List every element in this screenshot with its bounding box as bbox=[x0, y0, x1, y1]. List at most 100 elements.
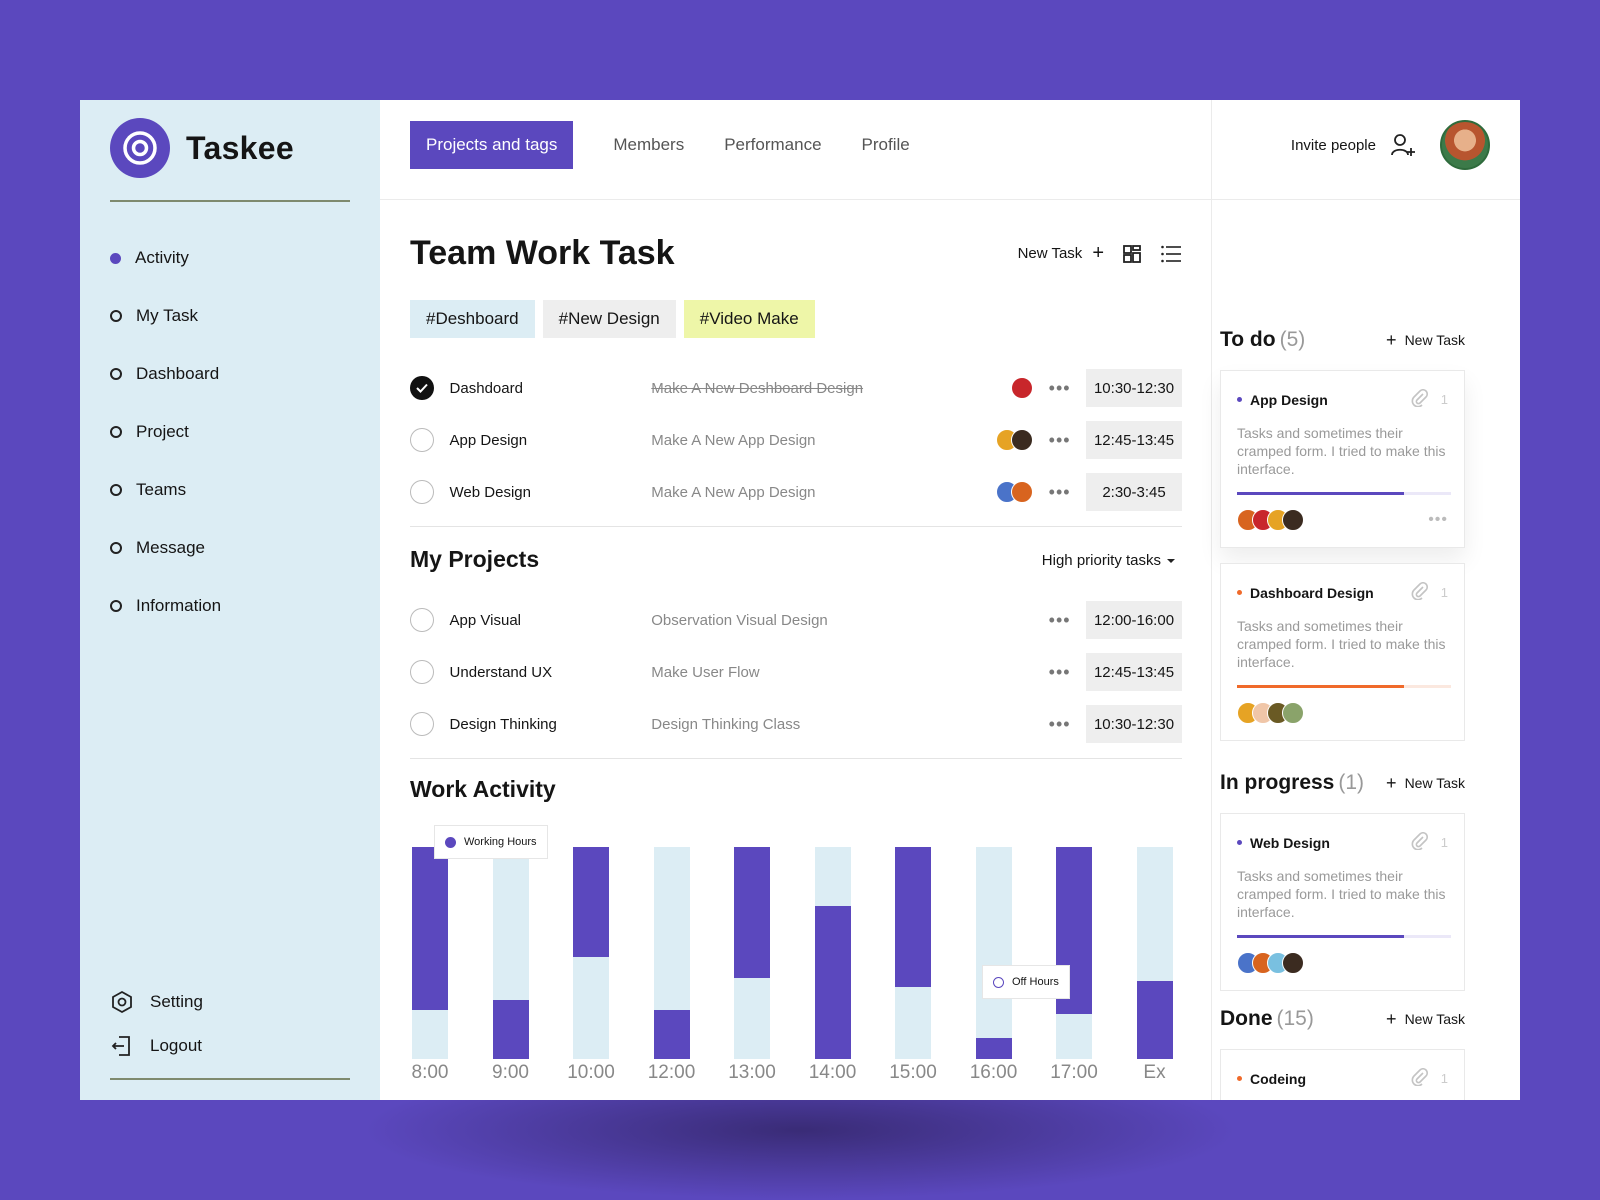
tag-video-make[interactable]: #Video Make bbox=[683, 300, 815, 338]
new-task-button[interactable]: + New Task bbox=[1386, 330, 1465, 351]
bar-segment-off-hours bbox=[975, 847, 1012, 1038]
bar-segment-working-hours bbox=[814, 906, 851, 1059]
work-activity-chart: Working Hours Off Hours 8:00 9:00 10:00 12:… bbox=[410, 825, 1182, 1100]
x-tick-label: 9:00 bbox=[492, 1062, 529, 1083]
logout-button[interactable]: Logout bbox=[110, 1024, 203, 1068]
card-title-text: Codeing bbox=[1250, 1070, 1306, 1087]
my-projects-list: App Visual Observation Visual Design ••• 12… bbox=[410, 594, 1182, 750]
assignee-avatars bbox=[965, 481, 1034, 503]
top-navbar: Projects and tags Members Performance Pr… bbox=[380, 100, 1520, 200]
task-card[interactable]: Web Design 1 Tasks and sometimes their cra… bbox=[1220, 813, 1465, 991]
task-row: App Visual Observation Visual Design ••• 12… bbox=[410, 594, 1182, 646]
task-checkbox[interactable] bbox=[410, 376, 434, 400]
task-time-slot: 12:45-13:45 bbox=[1086, 421, 1182, 459]
plus-icon: + bbox=[1386, 329, 1397, 350]
task-checkbox[interactable] bbox=[410, 480, 434, 504]
sidebar-item-label: Information bbox=[136, 596, 222, 615]
task-card[interactable]: Dashboard Design 1 Tasks and sometimes the… bbox=[1220, 563, 1465, 741]
attachment-count: 1 bbox=[1440, 835, 1448, 850]
avatar[interactable] bbox=[1282, 952, 1304, 974]
priority-filter-dropdown[interactable]: High priority tasks bbox=[1042, 552, 1181, 569]
card-attachments: 1 bbox=[1411, 831, 1448, 853]
avatar[interactable] bbox=[1282, 509, 1304, 531]
paperclip-icon[interactable] bbox=[1411, 831, 1429, 853]
column-header-done: Done (15) + New Task bbox=[1220, 1007, 1465, 1031]
brand[interactable]: Taskee bbox=[110, 118, 294, 178]
more-options-icon[interactable]: ••• bbox=[1048, 609, 1071, 630]
activity-bar bbox=[412, 847, 448, 1059]
tag-deshboard[interactable]: #Deshboard bbox=[410, 300, 535, 338]
x-tick-label: 16:00 bbox=[969, 1062, 1018, 1083]
more-options-icon[interactable]: ••• bbox=[1048, 713, 1071, 734]
task-card[interactable]: Codeing1Tasks and sometimes their crampe… bbox=[1220, 1049, 1465, 1100]
card-header: Codeing 1 bbox=[1237, 1067, 1448, 1089]
tab-members[interactable]: Members bbox=[613, 135, 685, 154]
task-time-slot: 12:45-13:45 bbox=[1086, 653, 1182, 691]
tab-profile[interactable]: Profile bbox=[861, 135, 910, 154]
task-row: Dashdoard Make A New Deshboard Design ••• 1… bbox=[410, 362, 1182, 414]
sidebar-divider-top bbox=[110, 200, 350, 202]
new-task-button[interactable]: + New Task bbox=[1386, 773, 1465, 794]
bar-segment-off-hours bbox=[653, 847, 690, 1011]
new-task-button[interactable]: + New Task bbox=[1386, 1009, 1465, 1030]
new-task-label: New Task bbox=[1404, 332, 1465, 348]
new-task-button[interactable]: New Task bbox=[1017, 245, 1083, 262]
paperclip-icon[interactable] bbox=[1411, 581, 1429, 603]
task-checkbox[interactable] bbox=[410, 608, 434, 632]
avatar[interactable] bbox=[1282, 702, 1304, 724]
task-checkbox[interactable] bbox=[410, 428, 434, 452]
plus-icon[interactable]: + bbox=[1092, 242, 1104, 264]
task-name: Dashdoard bbox=[449, 379, 523, 397]
avatar[interactable] bbox=[1011, 429, 1034, 451]
bar-segment-working-hours bbox=[412, 847, 448, 1011]
grid-view-icon[interactable] bbox=[1122, 244, 1142, 264]
more-options-icon[interactable]: ••• bbox=[1048, 377, 1071, 398]
legend-label: Off Hours bbox=[1012, 976, 1059, 988]
tag-new-design[interactable]: #New Design bbox=[542, 300, 676, 338]
bar-segment-off-hours bbox=[814, 847, 851, 907]
task-card[interactable]: App Design 1 Tasks and sometimes their cra… bbox=[1220, 370, 1465, 548]
task-description: Make User Flow bbox=[651, 663, 760, 681]
more-options-icon[interactable]: ••• bbox=[1048, 429, 1071, 450]
sidebar-item-dashboard[interactable]: Dashboard bbox=[110, 345, 221, 403]
more-options-icon[interactable]: ••• bbox=[1428, 511, 1448, 528]
activity-bar bbox=[1136, 847, 1173, 1059]
my-projects-title: My Projects bbox=[410, 546, 540, 572]
app-window: Taskee Activity My Task Dashboard Projec… bbox=[80, 100, 1520, 1100]
top-right-actions: Invite people bbox=[1291, 120, 1490, 170]
tab-performance[interactable]: Performance bbox=[724, 135, 822, 154]
card-title: App Design bbox=[1237, 392, 1328, 408]
add-user-icon[interactable] bbox=[1390, 132, 1416, 158]
logout-label: Logout bbox=[150, 1036, 202, 1055]
sidebar-item-message[interactable]: Message bbox=[110, 519, 221, 577]
bar-segment-off-hours bbox=[1136, 847, 1173, 981]
invite-people-link[interactable]: Invite people bbox=[1290, 136, 1376, 154]
sidebar-item-information[interactable]: Information bbox=[110, 577, 221, 635]
setting-label: Setting bbox=[150, 992, 203, 1011]
radio-dot-icon bbox=[110, 542, 122, 554]
more-options-icon[interactable]: ••• bbox=[1048, 481, 1071, 502]
status-dot bbox=[1237, 1076, 1242, 1081]
radio-dot-icon bbox=[110, 310, 122, 322]
sidebar-item-teams[interactable]: Teams bbox=[110, 461, 221, 519]
legend-swatch bbox=[445, 836, 456, 848]
task-checkbox[interactable] bbox=[410, 712, 434, 736]
task-name: App Design bbox=[449, 431, 528, 449]
activity-bar bbox=[814, 847, 851, 1059]
avatar[interactable] bbox=[1011, 377, 1034, 399]
user-avatar[interactable] bbox=[1440, 120, 1490, 170]
sidebar-item-activity[interactable]: Activity bbox=[110, 229, 221, 287]
setting-button[interactable]: Setting bbox=[110, 980, 203, 1024]
app-name: Taskee bbox=[186, 129, 294, 166]
avatar[interactable] bbox=[1011, 481, 1034, 503]
sidebar-item-my-task[interactable]: My Task bbox=[110, 287, 221, 345]
activity-bar bbox=[975, 847, 1012, 1059]
sidebar-item-project[interactable]: Project bbox=[110, 403, 221, 461]
task-checkbox[interactable] bbox=[410, 660, 434, 684]
paperclip-icon[interactable] bbox=[1411, 388, 1429, 410]
paperclip-icon[interactable] bbox=[1411, 1067, 1429, 1089]
activity-bar bbox=[1056, 847, 1092, 1059]
more-options-icon[interactable]: ••• bbox=[1048, 661, 1071, 682]
list-view-icon[interactable] bbox=[1160, 244, 1182, 264]
tab-projects-and-tags[interactable]: Projects and tags bbox=[410, 121, 574, 169]
